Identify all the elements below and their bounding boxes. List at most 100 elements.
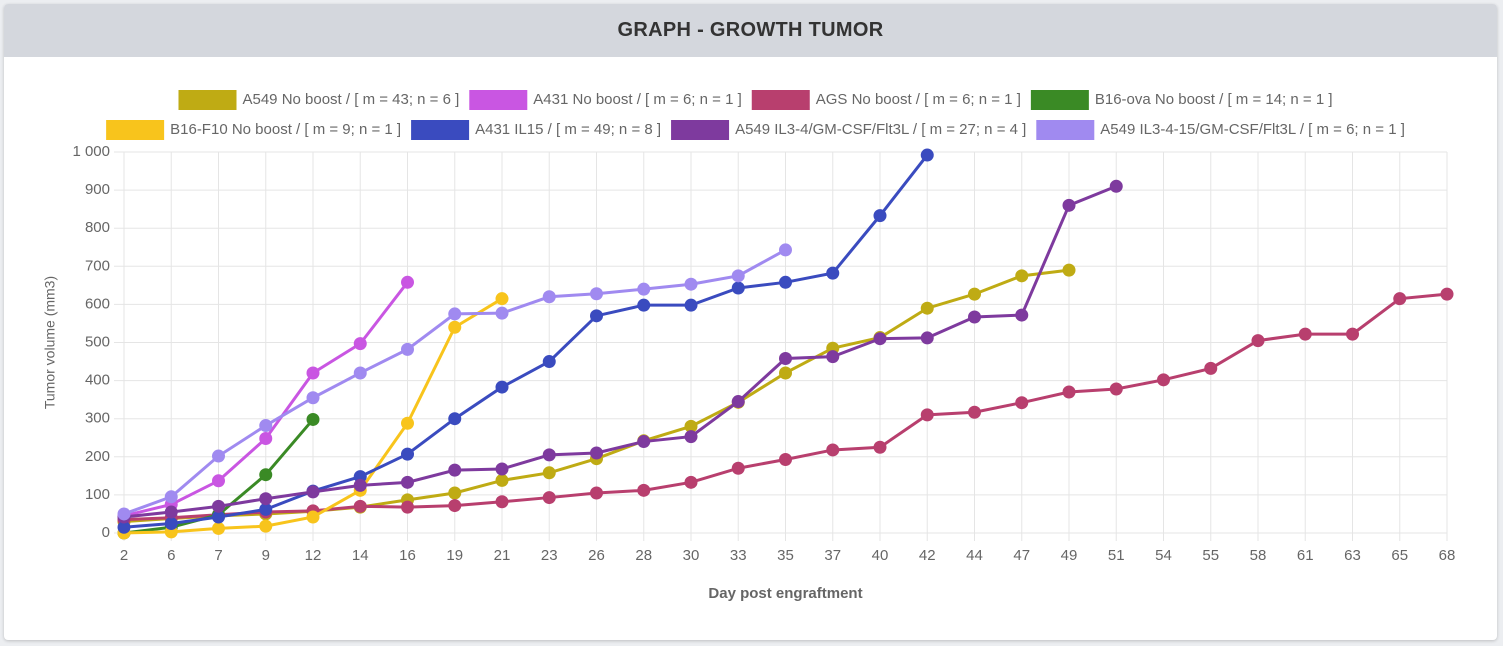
data-point [779,452,792,466]
data-point [826,350,840,364]
data-point [542,466,556,480]
x-tick-label: 14 [352,547,369,564]
data-point [1393,292,1407,306]
data-point [1015,269,1029,283]
x-tick-label: 16 [399,547,416,564]
data-point [1015,396,1029,410]
data-point [1440,287,1454,301]
data-point [542,290,556,304]
data-point [401,416,414,430]
x-tick-label: 49 [1061,547,1078,564]
legend-item: A431 IL15 / [ m = 49; n = 8 ] [411,120,661,140]
data-point [873,440,887,454]
series-line [123,154,929,529]
data-point [684,475,698,489]
x-tick-label: 33 [730,547,747,564]
data-point [779,243,792,257]
data-point [306,366,320,380]
y-tick-label: 400 [85,372,110,389]
x-tick-label: 35 [777,547,794,564]
data-point [590,309,603,323]
data-point [448,412,462,426]
data-point [542,491,556,505]
data-point [495,306,509,320]
legend-item: A431 No boost / [ m = 6; n = 1 ] [469,90,742,110]
x-tick-label: 63 [1344,547,1361,564]
legend-swatch [469,90,528,110]
data-point [590,287,603,301]
x-tick-label: 9 [262,547,270,564]
x-tick-label: 54 [1155,547,1172,564]
data-point [826,443,840,457]
legend-item: B16-F10 No boost / [ m = 9; n = 1 ] [106,120,401,140]
x-tick-label: 19 [446,547,463,564]
data-point [1298,327,1312,341]
data-point [779,366,792,380]
data-point [401,275,414,289]
data-point [1109,179,1123,193]
data-point [637,435,651,449]
data-point [1015,308,1029,322]
data-point [401,342,414,356]
legend-item: B16-ova No boost / [ m = 14; n = 1 ] [1030,90,1333,110]
x-tick-label: 30 [683,547,700,564]
legend-item: A549 No boost / [ m = 43; n = 6 ] [178,90,459,110]
data-point [873,332,887,346]
x-tick-label: 26 [588,547,605,564]
y-tick-label: 600 [85,295,110,312]
data-point [448,307,462,321]
data-point [779,275,792,289]
data-point [401,447,414,461]
data-point [259,432,273,446]
data-point [542,448,556,462]
data-point [637,282,651,296]
data-point [212,474,225,488]
data-point [212,510,225,524]
data-point [212,499,225,513]
legend-label: A549 No boost / [ m = 43; n = 6 ] [242,91,459,108]
y-tick-label: 900 [85,181,110,198]
y-tick-label: 200 [85,448,110,465]
data-point [353,499,367,513]
data-point [117,520,131,534]
data-point [731,281,745,295]
panel-title: GRAPH - GROWTH TUMOR [4,4,1497,57]
legend-swatch [751,90,810,110]
legend-item: A549 IL3-4/GM-CSF/Flt3L / [ m = 27; n = … [671,120,1026,140]
y-tick-label: 0 [102,524,110,541]
data-point [1062,385,1076,399]
y-tick-label: 1 000 [72,143,110,160]
data-point [920,331,934,345]
x-tick-label: 37 [824,547,841,564]
data-point [306,485,320,499]
data-point [731,395,745,409]
x-tick-label: 61 [1297,547,1314,564]
legend-swatch [1036,120,1095,140]
data-point [306,412,320,426]
legend-item: A549 IL3-4-15/GM-CSF/Flt3L / [ m = 6; n … [1036,120,1405,140]
data-point [542,355,556,369]
data-point [448,463,462,477]
data-point [164,490,178,504]
data-point [353,478,367,492]
data-point [920,148,934,162]
data-point [968,310,981,324]
data-point [495,462,509,476]
data-point [259,468,273,482]
data-point [353,366,367,380]
legend-label: B16-ova No boost / [ m = 14; n = 1 ] [1095,91,1333,108]
y-tick-label: 500 [85,333,110,350]
x-tick-label: 68 [1439,547,1456,564]
x-tick-label: 28 [635,547,652,564]
data-point [495,473,509,487]
data-point [637,483,651,497]
data-point [1251,334,1265,348]
data-point [448,320,462,334]
data-point [684,298,698,312]
data-point [164,516,178,530]
data-point [117,507,131,521]
x-tick-label: 65 [1391,547,1408,564]
data-point [259,502,273,516]
data-point [684,277,698,291]
x-tick-label: 7 [214,547,222,564]
